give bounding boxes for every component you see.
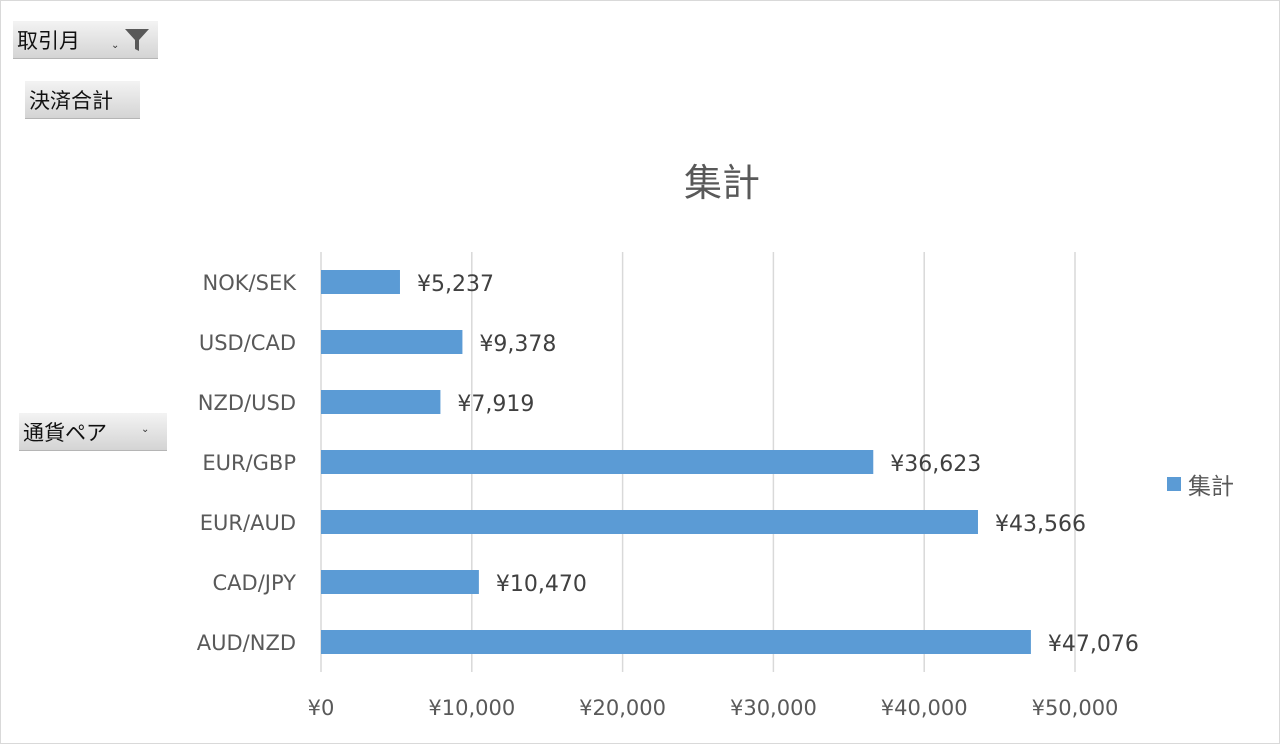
bar — [321, 330, 463, 354]
bar — [321, 630, 1031, 654]
value-field-label: 決済合計 — [29, 88, 113, 113]
value-field-button[interactable]: 決済合計 — [25, 81, 140, 119]
x-tick-label: ¥40,000 — [881, 696, 968, 720]
x-tick-label: ¥30,000 — [730, 696, 817, 720]
x-tick-label: ¥50,000 — [1032, 696, 1119, 720]
x-tick-label: ¥10,000 — [428, 696, 515, 720]
dropdown-arrow-icon: ⌄ — [141, 424, 150, 435]
legend-swatch — [1167, 477, 1181, 491]
data-label: ¥9,378 — [479, 332, 556, 357]
category-label: NOK/SEK — [203, 271, 298, 295]
category-label: USD/CAD — [199, 331, 296, 355]
data-label: ¥36,623 — [890, 452, 981, 477]
bar — [321, 390, 441, 414]
bar — [321, 510, 978, 534]
category-label: CAD/JPY — [213, 571, 297, 595]
category-field-button[interactable]: 通貨ペア ⌄ — [19, 413, 167, 451]
category-label: EUR/AUD — [200, 511, 296, 535]
filter-funnel-icon — [125, 29, 149, 51]
data-label: ¥5,237 — [417, 272, 494, 297]
x-tick-label: ¥0 — [308, 696, 335, 720]
category-field-label: 通貨ペア — [23, 420, 107, 445]
category-label: AUD/NZD — [197, 631, 296, 655]
bar — [321, 450, 874, 474]
data-label: ¥7,919 — [457, 392, 534, 417]
month-filter-label: 取引月 — [17, 28, 80, 53]
bar — [321, 270, 400, 294]
category-label: NZD/USD — [198, 391, 296, 415]
legend: 集計 — [1167, 467, 1234, 501]
month-filter-button[interactable]: 取引月 ⌄ — [13, 21, 158, 59]
x-tick-label: ¥20,000 — [579, 696, 666, 720]
data-label: ¥10,470 — [496, 572, 587, 597]
data-label: ¥43,566 — [995, 512, 1086, 537]
dropdown-arrow-icon: ⌄ — [111, 40, 120, 51]
legend-label: 集計 — [1188, 474, 1234, 500]
bar — [321, 570, 479, 594]
category-label: EUR/GBP — [202, 451, 296, 475]
data-label: ¥47,076 — [1048, 632, 1139, 657]
